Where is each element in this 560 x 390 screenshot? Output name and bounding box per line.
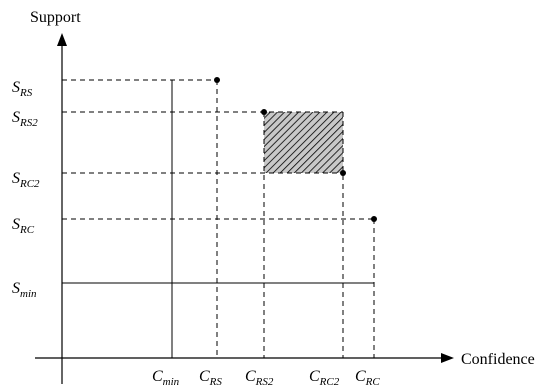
point-rc	[371, 216, 377, 222]
point-rc2	[340, 170, 346, 176]
y-axis-arrowhead	[57, 33, 67, 46]
x-label-c-rc: CRC	[355, 368, 380, 388]
x-label-c-rs2: CRS2	[245, 368, 274, 388]
y-label-s-min: Smin	[12, 280, 37, 300]
point-rs	[214, 77, 220, 83]
x-axis-arrowhead	[441, 353, 454, 363]
hatched-region	[264, 112, 343, 173]
y-label-s-rc: SRC	[12, 216, 35, 236]
x-label-c-rc2: CRC2	[309, 368, 340, 388]
y-label-s-rs: SRS	[12, 79, 33, 99]
x-axis-title: Confidence	[461, 351, 535, 368]
x-label-c-rs: CRS	[199, 368, 222, 388]
y-axis-title: Support	[30, 9, 81, 26]
x-label-c-min: Cmin	[152, 368, 180, 388]
point-rs2	[261, 109, 267, 115]
y-label-s-rs2: SRS2	[12, 109, 38, 129]
y-label-s-rc2: SRC2	[12, 170, 40, 190]
